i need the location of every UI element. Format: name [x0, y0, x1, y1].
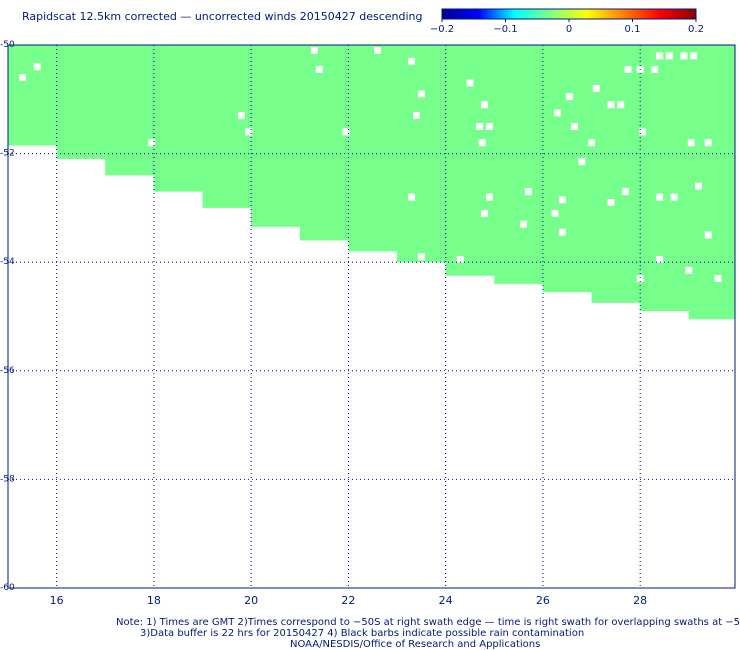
- x-tick-label: 24: [439, 594, 453, 607]
- missing-data-cell: [695, 182, 703, 190]
- missing-data-cell: [690, 52, 698, 60]
- missing-data-cell: [19, 74, 27, 82]
- y-tick-label: -54: [0, 257, 15, 267]
- missing-data-cell: [408, 57, 416, 65]
- colorbar-gradient: [441, 8, 697, 20]
- missing-data-cell: [147, 139, 155, 147]
- missing-data-cell: [656, 52, 664, 60]
- missing-data-cell: [481, 101, 489, 109]
- missing-data-cell: [607, 101, 615, 109]
- missing-data-cell: [617, 101, 625, 109]
- missing-data-cell: [636, 274, 644, 282]
- y-axis: -50 -52 -54 -56 -58 -60: [0, 40, 15, 593]
- missing-data-cell: [412, 112, 420, 120]
- missing-data-cell: [665, 52, 673, 60]
- colorbar-tick-label: −0.2: [430, 24, 454, 35]
- missing-data-cell: [417, 253, 425, 261]
- footnote-credit: NOAA/NESDIS/Office of Research and Appli…: [290, 639, 541, 650]
- y-tick-label: -50: [0, 40, 15, 50]
- missing-data-cell: [622, 188, 630, 196]
- missing-data-cell: [558, 228, 566, 236]
- missing-data-cell: [554, 109, 562, 117]
- missing-data-cell: [524, 188, 532, 196]
- map-title: Rapidscat 12.5km corrected — uncorrected…: [22, 10, 423, 23]
- missing-data-cell: [624, 65, 632, 73]
- wind-swath: [8, 45, 735, 320]
- missing-data-cell: [551, 209, 559, 217]
- missing-data-cell: [485, 122, 493, 130]
- missing-data-cell: [566, 93, 574, 101]
- missing-data-cell: [670, 193, 678, 201]
- missing-data-cell: [237, 112, 245, 120]
- x-tick-label: 20: [244, 594, 258, 607]
- missing-data-cell: [245, 128, 253, 136]
- missing-data-cell: [656, 193, 664, 201]
- colorbar-tick-label: 0.2: [688, 24, 704, 35]
- missing-data-cell: [704, 231, 712, 239]
- y-tick-label: -60: [0, 583, 15, 593]
- missing-data-cell: [687, 139, 695, 147]
- colorbar-tick-label: 0.1: [625, 24, 641, 35]
- grid-lines: [8, 44, 735, 589]
- missing-data-cell: [656, 255, 664, 263]
- missing-data-cell: [578, 158, 586, 166]
- missing-data-cell: [476, 122, 484, 130]
- missing-data-cell: [592, 84, 600, 92]
- missing-data-cell: [310, 46, 318, 54]
- missing-data-cell: [33, 63, 41, 71]
- missing-data-cell: [714, 274, 722, 282]
- colorbar-tick-label: −0.1: [493, 24, 517, 35]
- x-axis: 16 18 20 22 24 26 28: [50, 594, 648, 607]
- x-tick-label: 22: [341, 594, 355, 607]
- footnote-line-1: Note: 1) Times are GMT 2)Times correspon…: [116, 617, 740, 628]
- missing-data-cell: [374, 46, 382, 54]
- missing-data-cell: [342, 128, 350, 136]
- missing-data-cell: [607, 198, 615, 206]
- missing-data-cell: [588, 139, 596, 147]
- y-tick-label: -52: [0, 149, 15, 159]
- missing-data-cell: [519, 220, 527, 228]
- colorbar-tick-label: 0: [566, 24, 572, 35]
- missing-data-cell: [315, 65, 323, 73]
- missing-data-cell: [408, 193, 416, 201]
- footnote-line-2: 3)Data buffer is 22 hrs for 20150427 4) …: [140, 628, 585, 639]
- missing-data-cell: [685, 266, 693, 274]
- missing-data-cell: [680, 52, 688, 60]
- plot-frame: [7, 44, 736, 589]
- colorbar: −0.2 −0.1 0 0.1 0.2: [430, 8, 704, 35]
- missing-data-cell: [651, 65, 659, 73]
- missing-data-cell: [571, 122, 579, 130]
- missing-data-cell: [478, 139, 486, 147]
- missing-data-cell: [466, 79, 474, 87]
- x-tick-label: 28: [633, 594, 647, 607]
- swath-layer: [8, 45, 735, 320]
- missing-data-cell: [456, 255, 464, 263]
- missing-data-cell: [481, 209, 489, 217]
- y-tick-label: -56: [0, 366, 15, 376]
- x-tick-label: 26: [536, 594, 550, 607]
- missing-data-cell: [639, 128, 647, 136]
- missing-data-cell: [704, 139, 712, 147]
- y-tick-label: -58: [0, 474, 15, 484]
- x-tick-label: 18: [147, 594, 161, 607]
- missing-data-cell: [558, 196, 566, 204]
- x-tick-label: 16: [50, 594, 64, 607]
- missing-data-cell: [417, 90, 425, 98]
- missing-data-cell: [485, 193, 493, 201]
